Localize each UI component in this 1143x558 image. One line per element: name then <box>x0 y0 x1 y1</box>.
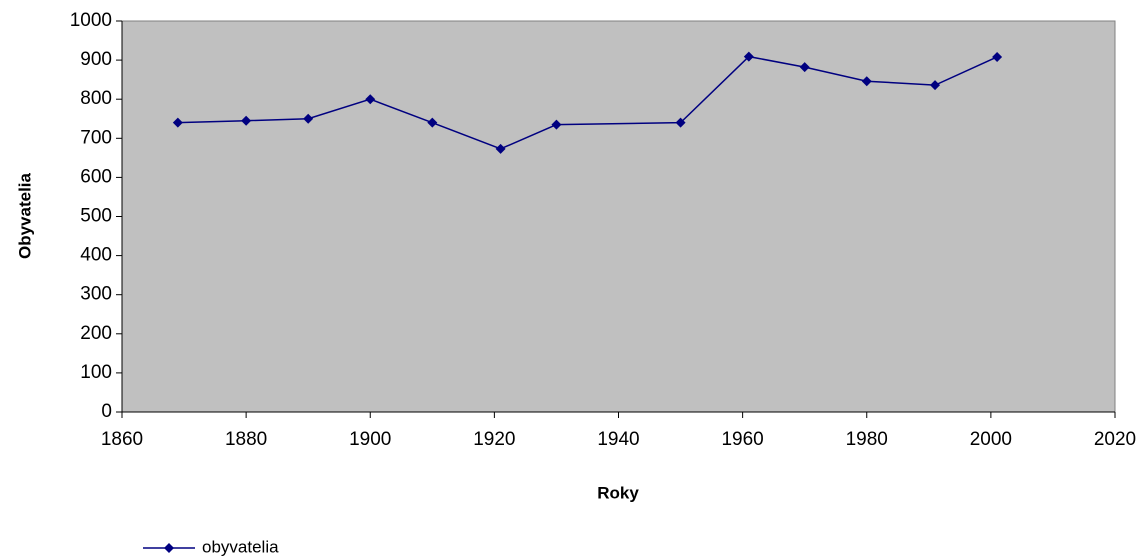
y-tick-label: 600 <box>80 166 112 187</box>
x-tick-label: 1900 <box>349 429 391 450</box>
x-tick-label: 2000 <box>970 429 1012 450</box>
x-tick-label: 1880 <box>225 429 267 450</box>
x-axis-label: Roky <box>597 483 639 502</box>
y-tick-label: 400 <box>80 245 112 266</box>
x-tick-label: 1860 <box>101 429 143 450</box>
y-tick-label: 1000 <box>70 10 112 31</box>
legend-marker <box>164 543 174 553</box>
point-marker <box>551 119 562 130</box>
x-tick-label: 1960 <box>721 429 763 450</box>
point-marker <box>427 117 438 128</box>
point-marker <box>992 51 1003 62</box>
plot-area <box>121 20 1116 413</box>
point-marker <box>241 115 252 126</box>
x-tick-label: 1940 <box>597 429 639 450</box>
y-tick-label: 0 <box>101 401 112 422</box>
y-tick-label: 700 <box>80 127 112 148</box>
x-tick-label: 1920 <box>473 429 515 450</box>
point-marker <box>861 76 872 87</box>
point-marker <box>172 117 183 128</box>
point-marker <box>495 143 506 154</box>
point-marker <box>799 62 810 73</box>
y-tick-label: 500 <box>80 206 112 227</box>
y-tick-label: 200 <box>80 323 112 344</box>
y-axis-label: Obyvatelia <box>15 172 34 259</box>
point-marker <box>303 113 314 124</box>
point-marker <box>675 117 686 128</box>
y-tick-label: 100 <box>80 362 112 383</box>
x-tick-label: 2020 <box>1094 429 1136 450</box>
y-tick-label: 800 <box>80 88 112 109</box>
point-marker <box>365 94 376 105</box>
y-tick-label: 300 <box>80 284 112 305</box>
point-marker <box>930 80 941 91</box>
point-marker <box>743 51 754 62</box>
y-tick-label: 900 <box>80 49 112 70</box>
legend-label: obyvatelia <box>202 537 279 556</box>
x-tick-label: 1980 <box>846 429 888 450</box>
